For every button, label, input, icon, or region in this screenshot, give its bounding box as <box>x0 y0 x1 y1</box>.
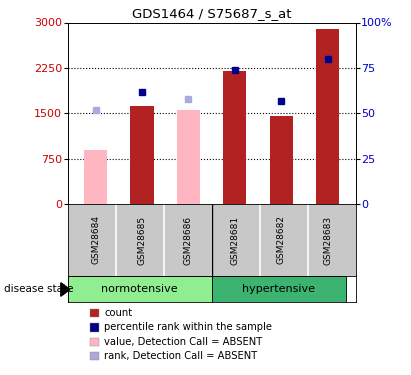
Text: value, Detection Call = ABSENT: value, Detection Call = ABSENT <box>104 337 263 346</box>
Text: percentile rank within the sample: percentile rank within the sample <box>104 322 272 332</box>
Bar <box>177 110 200 204</box>
Text: rank, Detection Call = ABSENT: rank, Detection Call = ABSENT <box>104 351 258 361</box>
Text: GSM28681: GSM28681 <box>231 215 239 265</box>
Text: GSM28682: GSM28682 <box>277 216 286 264</box>
Text: GSM28683: GSM28683 <box>323 215 332 265</box>
Bar <box>212 276 346 302</box>
Bar <box>68 276 212 302</box>
Polygon shape <box>61 283 70 296</box>
Bar <box>223 71 247 204</box>
Text: GSM28686: GSM28686 <box>184 215 193 265</box>
Bar <box>130 106 154 204</box>
Title: GDS1464 / S75687_s_at: GDS1464 / S75687_s_at <box>132 7 291 20</box>
Text: hypertensive: hypertensive <box>242 284 316 294</box>
Text: disease state: disease state <box>4 285 74 294</box>
Text: GSM28685: GSM28685 <box>138 215 147 265</box>
Bar <box>316 28 339 204</box>
Text: normotensive: normotensive <box>102 284 178 294</box>
Text: GSM28684: GSM28684 <box>91 216 100 264</box>
Text: count: count <box>104 308 132 318</box>
Bar <box>270 117 293 204</box>
Bar <box>84 150 107 204</box>
